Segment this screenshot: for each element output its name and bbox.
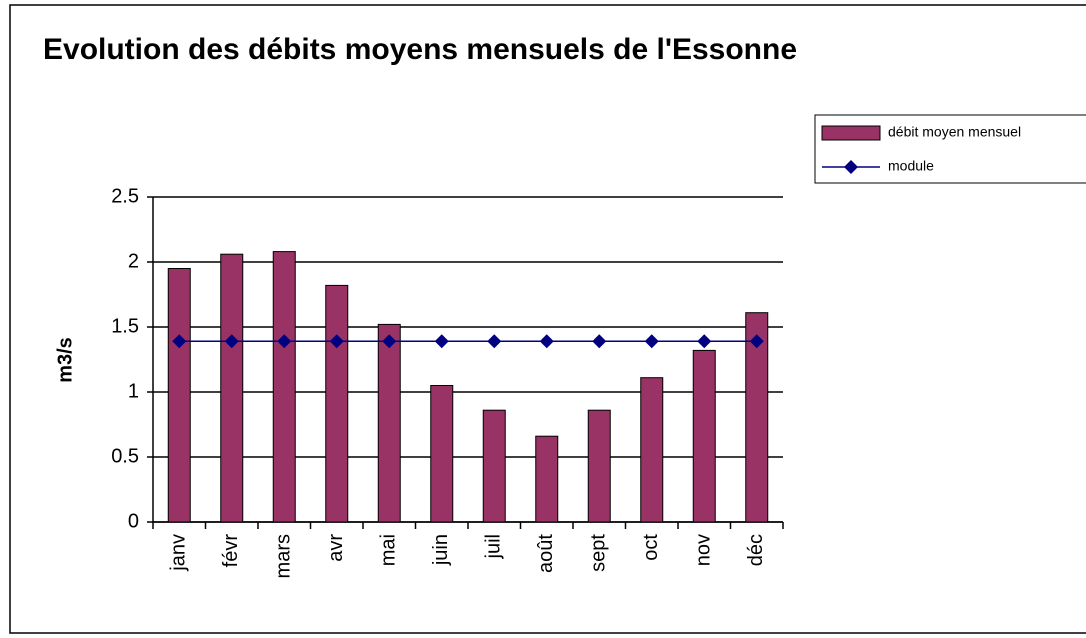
y-tick-label: 2 xyxy=(128,250,139,272)
x-tick-label: mai xyxy=(378,534,400,566)
marker xyxy=(539,334,554,349)
y-tick-label: 2.5 xyxy=(111,185,139,207)
y-tick-label: 0.5 xyxy=(111,445,139,467)
y-tick-label: 1.5 xyxy=(111,315,139,337)
marker xyxy=(382,334,397,349)
bar xyxy=(745,312,769,523)
marker xyxy=(697,334,712,349)
x-tick-label: juin xyxy=(430,534,452,566)
legend-label: module xyxy=(888,158,934,174)
x-tick-label: juil xyxy=(483,534,505,559)
marker xyxy=(434,334,449,349)
marker xyxy=(644,334,659,349)
y-tick-label: 0 xyxy=(128,510,139,532)
bar xyxy=(482,409,506,523)
bar xyxy=(377,323,401,523)
bar xyxy=(587,409,611,523)
chart-title: Evolution des débits moyens mensuels de … xyxy=(43,33,797,66)
x-tick-label: nov xyxy=(693,534,715,566)
y-axis-label: m3/s xyxy=(54,337,76,383)
marker xyxy=(592,334,607,349)
legend-marker xyxy=(844,160,858,174)
bar xyxy=(167,268,191,523)
marker xyxy=(224,334,239,349)
x-tick-label: janv xyxy=(168,534,190,572)
x-tick-label: févr xyxy=(220,534,242,568)
x-tick-label: août xyxy=(535,534,557,573)
marker xyxy=(329,334,344,349)
x-tick-label: déc xyxy=(745,534,767,566)
bar xyxy=(325,284,349,523)
x-tick-label: sept xyxy=(588,534,610,572)
bar xyxy=(220,253,244,523)
x-tick-label: oct xyxy=(640,534,662,561)
y-tick-label: 1 xyxy=(128,380,139,402)
marker xyxy=(749,334,764,349)
bar xyxy=(272,251,296,523)
bar xyxy=(535,435,559,523)
marker xyxy=(487,334,502,349)
marker xyxy=(277,334,292,349)
x-tick-label: mars xyxy=(273,534,295,578)
bar xyxy=(640,377,664,523)
legend-label: débit moyen mensuel xyxy=(888,124,1021,140)
legend-swatch xyxy=(821,125,881,141)
bar xyxy=(692,349,716,523)
marker xyxy=(172,334,187,349)
bar xyxy=(430,385,454,523)
x-tick-label: avr xyxy=(325,534,347,562)
